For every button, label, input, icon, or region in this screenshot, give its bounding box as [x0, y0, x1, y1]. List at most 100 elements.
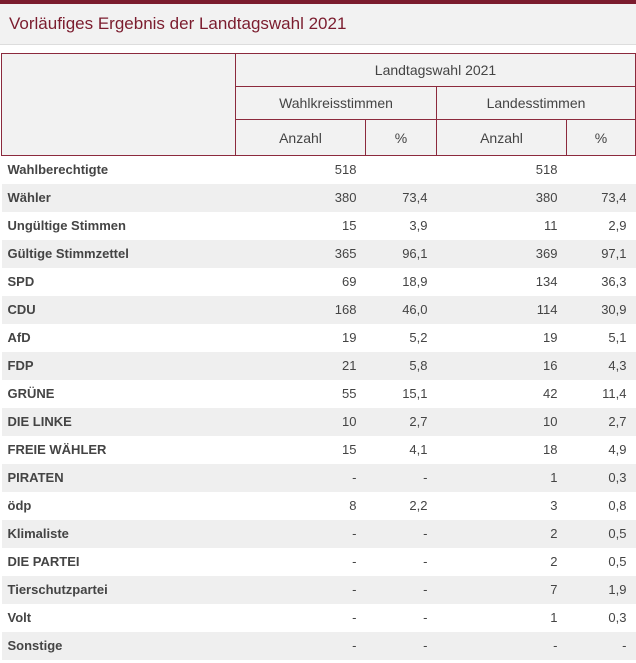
header-ls-anzahl: Anzahl	[436, 119, 567, 156]
ls-percent-cell: 2,9	[608, 218, 627, 233]
ls-percent-cell: 73,4	[566, 183, 636, 212]
wk-percent-cell: 2,7	[365, 407, 437, 436]
wk-count-cell: 8	[349, 498, 357, 513]
ls-percent-cell: 36,3	[601, 274, 627, 289]
ls-count-cell: 18	[543, 442, 558, 457]
wk-percent-cell: -	[423, 554, 428, 569]
row-label: Wähler	[1, 183, 236, 212]
row-label: DIE LINKE	[1, 407, 236, 436]
table-row: Gültige Stimmzettel 365 96,1 369 97,1	[1, 239, 636, 268]
ls-count-cell: -	[436, 631, 567, 660]
ls-percent-cell: -	[566, 631, 636, 660]
ls-count-cell: 114	[436, 295, 567, 324]
row-label: Volt	[7, 610, 32, 625]
ls-count-cell: 380	[436, 183, 567, 212]
header-ls-percent: %	[566, 119, 636, 156]
table-row: GRÜNE 55 15,1 42 11,4	[2, 380, 636, 408]
ls-count-cell: 10	[436, 407, 567, 436]
wk-count-cell: 518	[334, 162, 357, 178]
ls-percent-cell: 1,9	[566, 575, 636, 604]
wk-percent-cell: -	[365, 463, 437, 492]
row-label: Wahlberechtigte	[7, 162, 109, 178]
wk-percent-cell: -	[365, 519, 437, 548]
header-group-label: Landtagswahl 2021	[235, 53, 636, 87]
wk-percent-cell: 73,4	[365, 183, 437, 212]
wk-percent-cell: 46,0	[365, 295, 437, 324]
table-row: DIE PARTEI - - 2 0,5	[2, 548, 636, 576]
ls-percent-cell: 5,1	[608, 330, 627, 345]
ls-percent-cell: 0,3	[566, 463, 636, 492]
header-wk-percent: %	[365, 119, 437, 156]
ls-count-cell: 134	[535, 274, 558, 289]
table-row: Wähler 380 73,4 380 73,4	[1, 183, 636, 212]
ls-percent-cell: 0,8	[608, 498, 627, 513]
table-row: Sonstige - - - -	[1, 631, 636, 660]
row-label: Gültige Stimmzettel	[1, 239, 236, 268]
wk-count-cell: 55	[342, 386, 357, 401]
table-row: DIE LINKE 10 2,7 10 2,7	[1, 407, 636, 436]
wk-count-cell: -	[235, 575, 366, 604]
row-label: PIRATEN	[1, 463, 236, 492]
wk-percent-cell: -	[365, 631, 437, 660]
table-row: Ungültige Stimmen 15 3,9 11 2,9	[2, 212, 636, 240]
wk-percent-cell: 18,9	[402, 274, 428, 289]
row-label: FDP	[1, 351, 236, 380]
ls-percent-cell: 30,9	[566, 295, 636, 324]
header-wk-anzahl: Anzahl	[235, 119, 366, 156]
row-label: Tierschutzpartei	[1, 575, 236, 604]
wk-percent-cell: 3,9	[409, 218, 428, 233]
ls-count-cell: 1	[550, 610, 558, 625]
wk-count-cell: 365	[235, 239, 366, 268]
wk-percent-cell: 2,2	[409, 498, 428, 513]
wk-count-cell: 69	[342, 274, 357, 289]
wk-count-cell: 10	[235, 407, 366, 436]
table-row: FDP 21 5,8 16 4,3	[1, 351, 636, 380]
ls-percent-cell: 11,4	[602, 386, 627, 401]
page-title: Vorläufiges Ergebnis der Landtagswahl 20…	[0, 4, 636, 45]
ls-count-cell: 19	[543, 330, 558, 345]
ls-percent-cell: 0,5	[608, 554, 627, 569]
table-row: SPD 69 18,9 134 36,3	[2, 268, 636, 296]
ls-percent-cell	[567, 156, 636, 184]
ls-count-cell: 11	[544, 218, 558, 233]
ls-count-cell: 1	[436, 463, 567, 492]
wk-count-cell: -	[235, 631, 366, 660]
header-blank-cell	[1, 53, 236, 156]
wk-count-cell: 19	[342, 330, 357, 345]
wk-count-cell: 380	[235, 183, 366, 212]
table-row: Volt - - 1 0,3	[2, 604, 636, 632]
row-label: Sonstige	[1, 631, 236, 660]
wk-percent-cell: 5,2	[409, 330, 428, 345]
ls-percent-cell: 4,3	[566, 351, 636, 380]
row-label: Ungültige Stimmen	[7, 218, 126, 233]
wk-percent-cell: -	[365, 575, 437, 604]
table-body: Wahlberechtigte 518 518 Wähler 380 73,4 380 73,…	[1, 156, 636, 660]
header-wahlkreisstimmen: Wahlkreisstimmen	[235, 86, 437, 120]
row-label: ödp	[7, 498, 32, 513]
wk-count-cell: -	[352, 554, 357, 569]
row-label: FREIE WÄHLER	[7, 442, 107, 457]
wk-count-cell: 21	[235, 351, 366, 380]
wk-count-cell: -	[235, 463, 366, 492]
wk-percent-cell: 5,8	[365, 351, 437, 380]
ls-percent-cell: 0,3	[608, 610, 627, 625]
table-row: Wahlberechtigte 518 518	[2, 156, 636, 184]
table-row: FREIE WÄHLER 15 4,1 18 4,9	[2, 436, 636, 464]
row-label: AfD	[7, 330, 31, 345]
table-header: Landtagswahl 2021 Wahlkreisstimmen Lande…	[1, 53, 636, 156]
ls-count-cell: 3	[550, 498, 558, 513]
row-label: Klimaliste	[1, 519, 236, 548]
table-row: PIRATEN - -1 0,3	[1, 463, 636, 492]
ls-percent-cell: 4,9	[608, 442, 627, 457]
table-row: AfD 19 5,2 19 5,1	[2, 324, 636, 352]
wk-percent-cell: 4,1	[409, 442, 428, 457]
ls-percent-cell: 0,5	[566, 519, 636, 548]
row-label: GRÜNE	[7, 386, 55, 401]
ls-count-cell: 16	[436, 351, 567, 380]
ls-count-cell: 2	[436, 519, 567, 548]
ls-count-cell: 42	[543, 386, 558, 401]
spacer	[0, 45, 636, 53]
table-row: Tierschutzpartei - -7 1,9	[1, 575, 636, 604]
wk-count-cell: 15	[342, 442, 357, 457]
ls-count-cell: 518	[535, 162, 558, 178]
